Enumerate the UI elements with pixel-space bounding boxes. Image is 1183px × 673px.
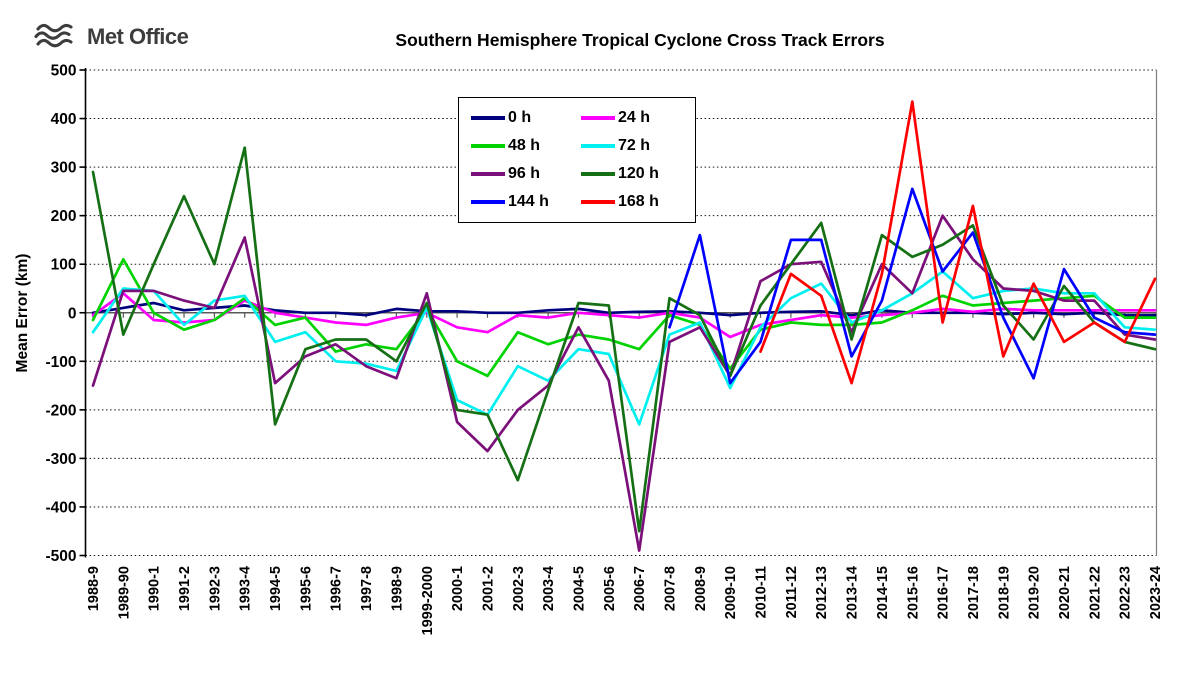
y-axis-title: Mean Error (km) <box>14 254 31 373</box>
series-line-144h <box>668 187 1157 385</box>
x-tick-label: 2001-2 <box>480 566 496 611</box>
x-tick-label: 2021-22 <box>1087 566 1103 619</box>
legend-line-swatch <box>471 172 505 176</box>
series-line-24h <box>91 291 1157 339</box>
legend-label: 144 h <box>508 193 549 210</box>
logo-text: Met Office <box>87 24 189 49</box>
legend-line-swatch <box>581 144 615 148</box>
legend-line-swatch <box>581 172 615 176</box>
legend-label: 48 h <box>508 137 541 154</box>
y-tick-label: -200 <box>45 402 76 419</box>
x-tick-label: 2002-3 <box>511 566 527 611</box>
x-tick-label: 1998-9 <box>389 566 405 611</box>
legend-line-swatch <box>471 116 505 120</box>
x-tick-label: 2023-24 <box>1148 566 1164 619</box>
legend-item-168h: 168 h <box>581 191 685 213</box>
series-line-72h <box>91 270 1157 426</box>
met-office-waves-icon <box>34 23 73 48</box>
x-tick-label: 2012-13 <box>814 566 830 619</box>
x-tick-label: 1994-5 <box>268 566 284 611</box>
series-line-48h <box>91 257 1157 378</box>
legend-line-swatch <box>471 200 505 204</box>
x-tick-label: 2013-14 <box>845 566 861 619</box>
y-tick-label: -400 <box>45 499 76 516</box>
x-tick-label: 2010-11 <box>754 566 770 618</box>
x-tick-label: 2008-9 <box>693 566 709 611</box>
legend-item-24h: 24 h <box>581 107 685 129</box>
legend-item-120h: 120 h <box>581 163 685 185</box>
legend-label: 24 h <box>618 109 651 126</box>
legend-label: 120 h <box>618 165 659 182</box>
x-tick-label: 2004-5 <box>571 566 587 611</box>
y-tick-label: 100 <box>51 257 77 274</box>
y-tick-label: 500 <box>51 63 77 80</box>
x-tick-label: 2014-15 <box>875 566 891 619</box>
x-tick-label: 2018-19 <box>996 566 1012 619</box>
x-tick-label: 1989-90 <box>116 566 132 619</box>
x-tick-label: 2009-10 <box>723 566 739 619</box>
chart-title: Southern Hemisphere Tropical Cyclone Cro… <box>395 30 885 50</box>
x-tick-label: 1992-3 <box>207 566 223 611</box>
x-tick-label: 2020-21 <box>1057 566 1073 619</box>
legend-item-0h: 0 h <box>471 107 575 129</box>
y-tick-label: -300 <box>45 451 76 468</box>
legend-item-96h: 96 h <box>471 163 575 185</box>
x-tick-label: 1990-1 <box>147 566 163 611</box>
chart-legend: 0 h 24 h 48 h 72 h 96 h 120 h 144 h 168 h <box>458 97 696 223</box>
met-office-logo: Met Office <box>34 22 189 52</box>
x-tick-label: 1993-4 <box>238 566 254 611</box>
x-tick-label: 2007-8 <box>663 566 679 611</box>
x-tick-label: 1995-6 <box>298 566 314 611</box>
series-line-120h <box>91 146 1157 533</box>
legend-label: 168 h <box>618 193 659 210</box>
x-tick-label: 2011-12 <box>784 566 800 618</box>
legend-label: 72 h <box>618 137 651 154</box>
x-tick-label: 2016-17 <box>936 566 952 619</box>
x-tick-label: 1996-7 <box>329 566 345 611</box>
x-tick-label: 2022-23 <box>1118 566 1134 619</box>
legend-line-swatch <box>581 200 615 204</box>
legend-line-swatch <box>471 144 505 148</box>
x-tick-label: 2003-4 <box>541 566 557 611</box>
x-tick-label: 2000-1 <box>450 566 466 611</box>
series-line-96h <box>91 214 1157 552</box>
legend-item-48h: 48 h <box>471 135 575 157</box>
legend-label: 0 h <box>508 109 532 126</box>
legend-line-swatch <box>581 116 615 120</box>
y-tick-label: -500 <box>45 548 76 565</box>
x-tick-label: 2015-16 <box>905 566 921 619</box>
y-tick-label: 300 <box>51 160 77 177</box>
x-tick-label: 2005-6 <box>602 566 618 611</box>
legend-label: 96 h <box>508 165 541 182</box>
x-tick-label: 1988-9 <box>86 566 102 611</box>
x-tick-label: 1999-2000 <box>420 566 436 635</box>
x-tick-label: 1991-2 <box>177 566 193 611</box>
y-tick-label: 0 <box>68 305 77 322</box>
y-tick-label: 200 <box>51 208 77 225</box>
y-tick-label: -100 <box>45 354 76 371</box>
x-tick-label: 2019-20 <box>1027 566 1043 619</box>
y-tick-label: 400 <box>51 111 77 128</box>
x-tick-label: 1997-8 <box>359 566 375 611</box>
x-tick-label: 2006-7 <box>632 566 648 611</box>
legend-item-144h: 144 h <box>471 191 575 213</box>
series-line-168h <box>759 100 1157 385</box>
legend-item-72h: 72 h <box>581 135 685 157</box>
x-tick-label: 2017-18 <box>966 566 982 619</box>
